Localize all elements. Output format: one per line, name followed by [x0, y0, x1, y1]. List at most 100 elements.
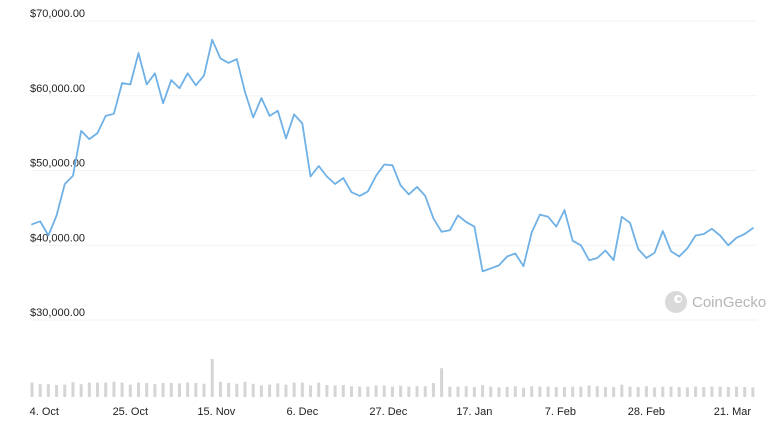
price-line: [31, 38, 754, 273]
y-axis-tick-labels: $70,000.00 $60,000.00 $50,000.00 $40,000.00…: [30, 8, 85, 319]
gecko-logo-icon: [665, 291, 687, 313]
volume-bar: [735, 386, 739, 397]
volume-bar: [399, 385, 403, 397]
price-series: [31, 38, 754, 273]
volume-bar: [603, 387, 607, 397]
volume-bar: [718, 386, 722, 397]
volume-bar: [112, 381, 116, 397]
volume-bar: [251, 383, 255, 397]
volume-bar: [161, 383, 165, 397]
y-tick-label: $60,000.00: [30, 83, 85, 95]
volume-bar: [317, 382, 321, 397]
volume-bar: [366, 386, 370, 397]
volume-bar: [87, 382, 91, 397]
volume-bar: [554, 387, 558, 397]
x-tick-label: 27. Dec: [369, 406, 407, 418]
volume-bar: [309, 385, 313, 397]
volume-bar: [128, 384, 132, 397]
volume-bar: [653, 387, 657, 397]
volume-bar: [243, 381, 247, 397]
volume-bar: [333, 385, 337, 397]
volume-bar: [169, 383, 173, 397]
x-tick-label: 15. Nov: [197, 406, 235, 418]
volume-bar: [415, 386, 419, 397]
volume-bar: [325, 385, 329, 397]
volume-bar: [636, 387, 640, 397]
volume-bar: [120, 382, 124, 397]
volume-bar: [71, 382, 75, 397]
volume-bar: [612, 387, 616, 397]
volume-bar: [489, 386, 493, 397]
y-tick-label: $40,000.00: [30, 232, 85, 244]
volume-bar: [292, 382, 296, 397]
volume-bar: [685, 387, 689, 397]
volume-bar: [644, 386, 648, 397]
volume-bar: [505, 387, 509, 397]
volume-bar: [218, 381, 222, 397]
x-tick-label: 4. Oct: [30, 406, 59, 418]
volume-bar: [513, 386, 517, 397]
volume-bar: [456, 386, 460, 397]
volume-bar: [497, 387, 501, 397]
volume-bar: [587, 385, 591, 397]
x-tick-label: 6. Dec: [286, 406, 318, 418]
volume-bar: [210, 359, 214, 397]
volume-bar: [661, 386, 665, 397]
x-tick-label: 21. Mar: [714, 406, 752, 418]
volume-bar: [472, 387, 476, 397]
volume-bar: [104, 382, 108, 397]
x-tick-label: 7. Feb: [545, 406, 576, 418]
y-tick-label: $50,000.00: [30, 158, 85, 170]
volume-bar: [710, 386, 714, 397]
volume-bar: [743, 387, 747, 397]
volume-bar: [30, 382, 34, 397]
volume-bar: [202, 383, 206, 397]
volume-bar: [38, 384, 42, 397]
y-tick-label: $70,000.00: [30, 8, 85, 20]
volume-bar: [194, 383, 198, 397]
volume-bar: [259, 385, 263, 397]
volume-bar: [431, 383, 435, 397]
volume-bar: [669, 386, 673, 397]
volume-bar: [481, 385, 485, 397]
volume-bar: [595, 386, 599, 397]
volume-bar: [96, 382, 100, 397]
volume-bar: [235, 383, 239, 397]
volume-bar: [694, 386, 698, 397]
volume-bar: [153, 384, 157, 397]
volume-bar: [46, 384, 50, 397]
volume-bar: [79, 384, 83, 397]
x-axis-tick-labels: 4. Oct 25. Oct 15. Nov 6. Dec 27. Dec 17. Jan…: [30, 406, 752, 418]
volume-bar: [374, 385, 378, 397]
volume-bar: [268, 384, 272, 397]
y-tick-label: $30,000.00: [30, 307, 85, 319]
volume-bar: [407, 386, 411, 397]
volume-bar: [562, 387, 566, 397]
volume-bar: [530, 386, 534, 397]
volume-bar: [300, 382, 304, 397]
volume-bar: [677, 387, 681, 397]
volume-bar: [620, 384, 624, 397]
volume-bar: [55, 385, 59, 397]
volume-bar: [276, 383, 280, 397]
volume-bar: [341, 385, 345, 397]
volume-bar: [390, 386, 394, 397]
coingecko-watermark: CoinGecko: [665, 291, 766, 313]
volume-bar: [571, 386, 575, 397]
volume-bar: [751, 387, 755, 397]
volume-bar: [440, 368, 444, 397]
volume-bar: [145, 383, 149, 397]
x-tick-label: 25. Oct: [113, 406, 148, 418]
volume-bar: [186, 382, 190, 397]
volume-bar: [538, 386, 542, 397]
volume-bar: [579, 386, 583, 397]
volume-bar: [702, 387, 706, 397]
volume-bar: [63, 384, 67, 397]
x-tick-label: 17. Jan: [456, 406, 492, 418]
volume-bar: [522, 387, 526, 397]
volume-bar: [349, 386, 353, 397]
x-tick-label: 28. Feb: [628, 406, 665, 418]
volume-bar: [464, 386, 468, 397]
